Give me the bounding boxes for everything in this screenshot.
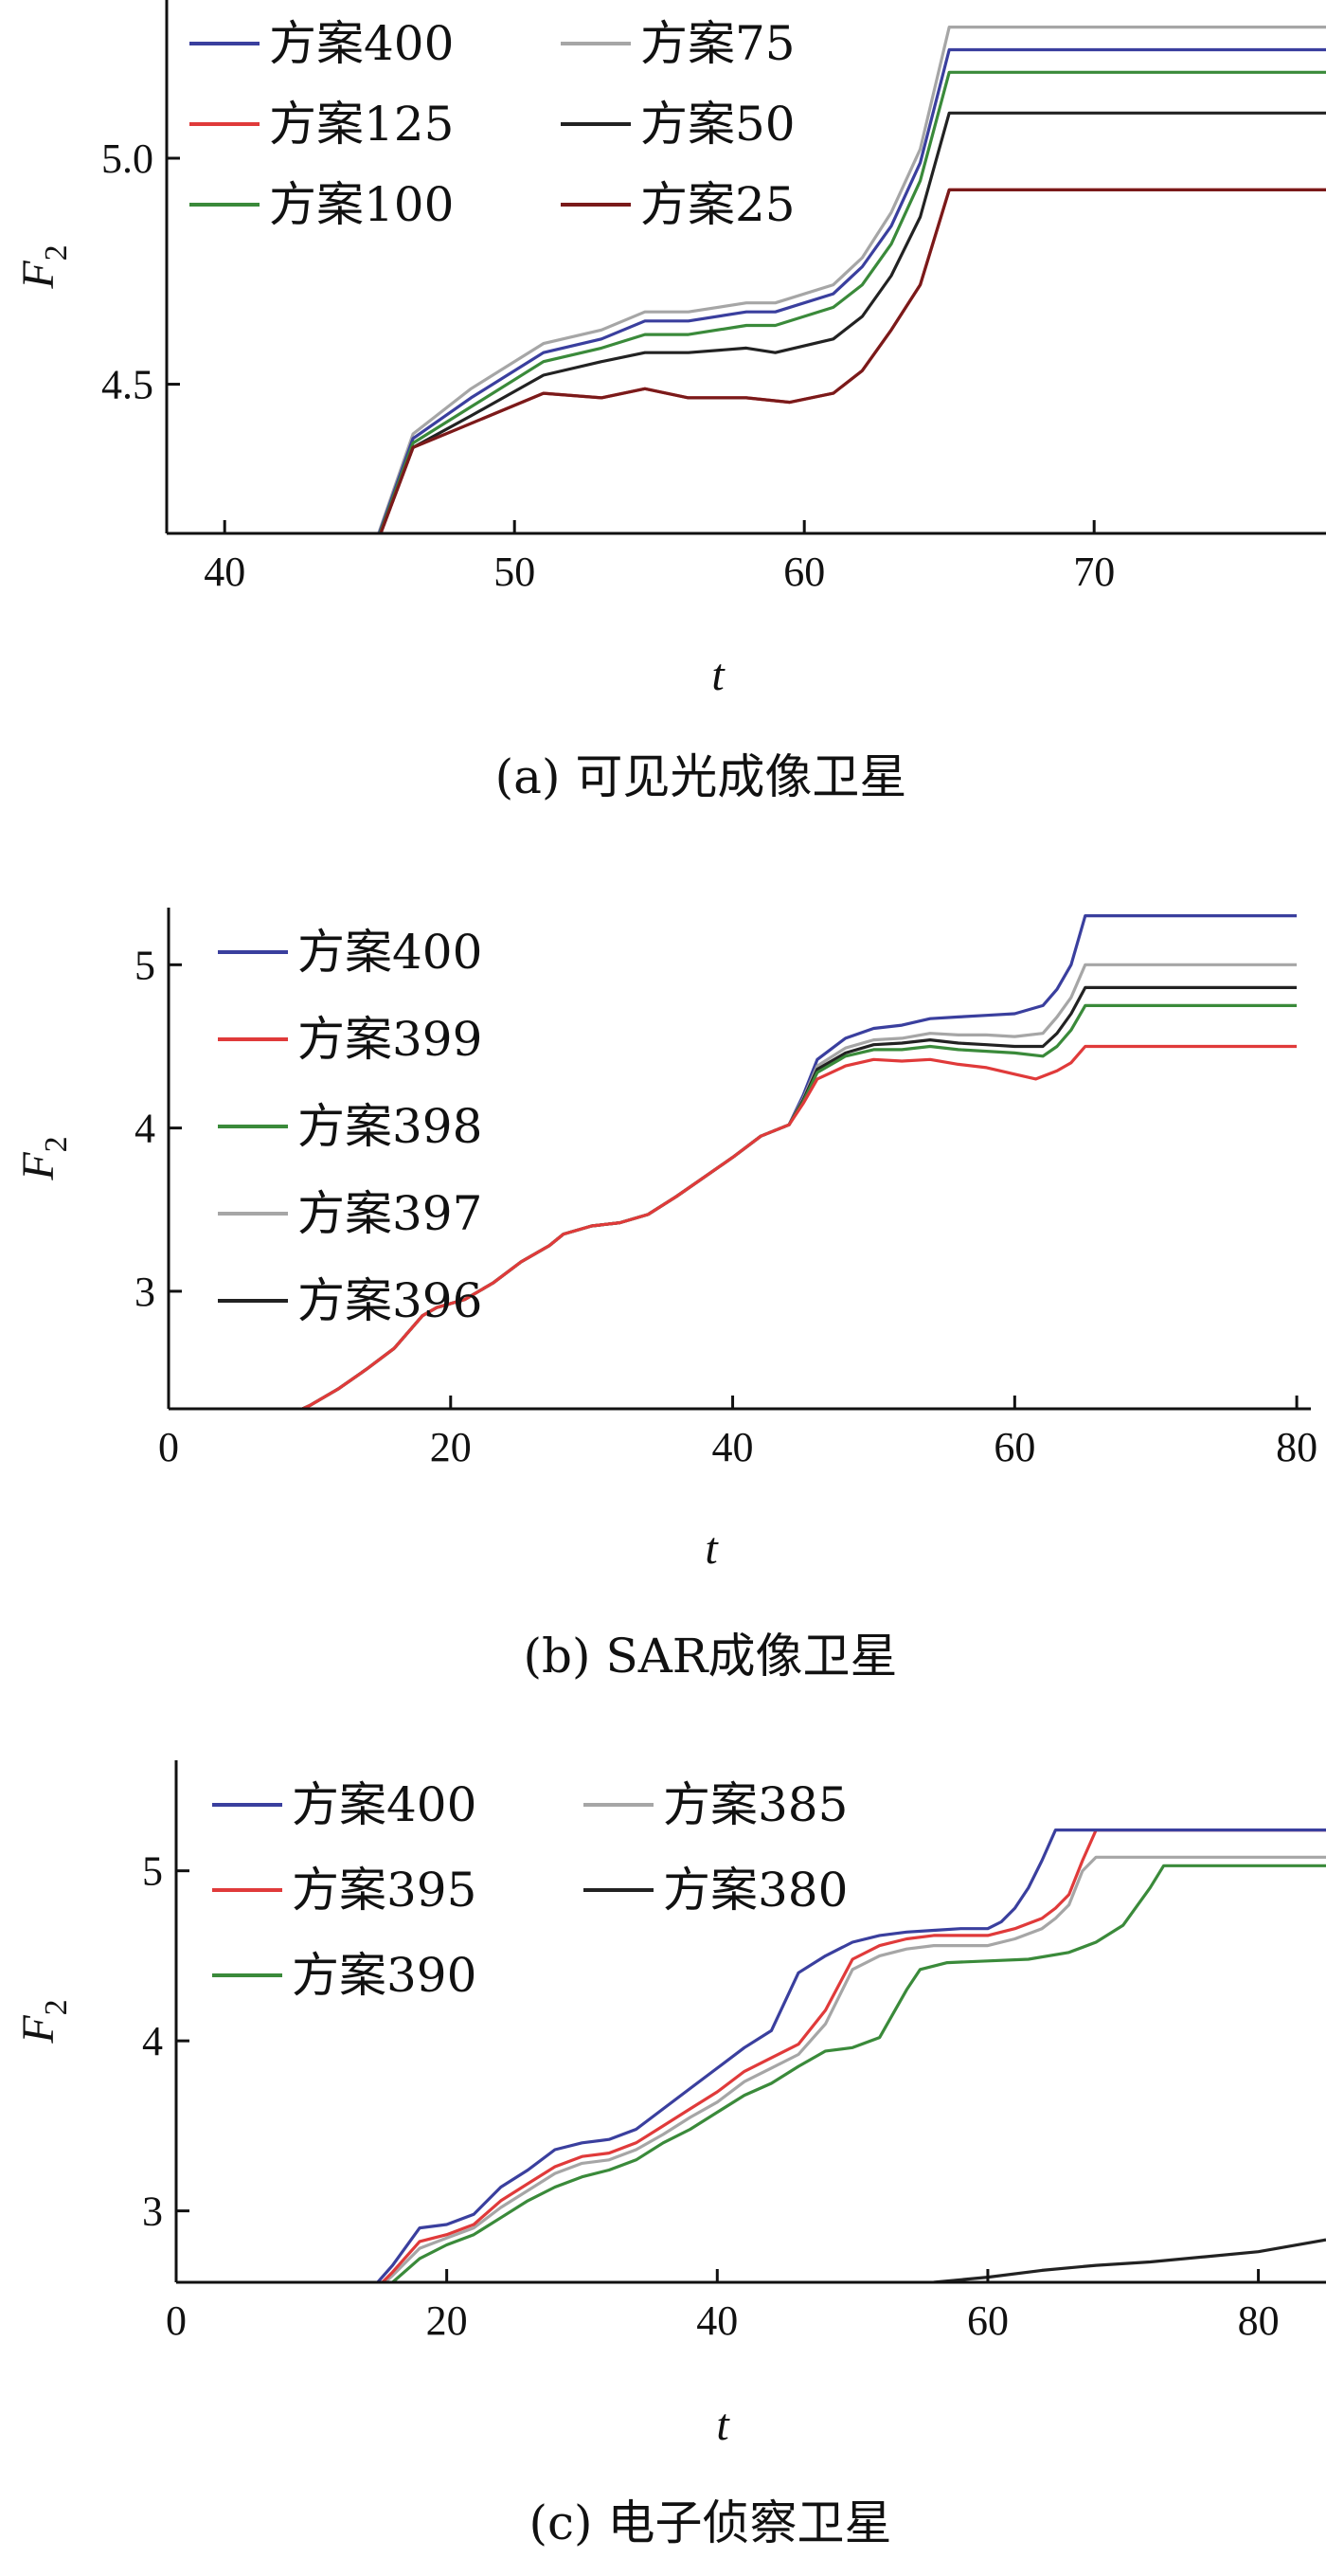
series-line-1-4 [379,111,1326,533]
series-line-3-2 [382,1855,1326,2282]
legend: 方案400 方案75 方案125 方案50 方案100 方案25 [189,16,796,232]
chart-3: 0 20 40 60 80 3 4 5 F2 t 方案400 方案385 方案395 方案380 方案390… [13,1760,1326,2550]
y-tick-label: 3 [134,1269,155,1315]
series-line-1-1 [377,26,1326,533]
series-line-3-1 [389,1864,1326,2282]
x-tick-label: 40 [696,2297,738,2344]
series-line-3-5 [375,1828,1326,2282]
series-group [377,26,1326,533]
y-tick-label: 3 [142,2189,163,2235]
series-line-1-2 [377,47,1326,533]
legend-label: 方案75 [640,16,796,71]
legend-label: 方案390 [292,1948,476,2003]
chart-1: 40 50 60 70 4.5 5.0 F2 t 方案400 方案75 方案125 方案50 方案100… [13,0,1326,804]
legend-label: 方案396 [297,1273,482,1328]
y-tick-label: 5 [134,942,155,988]
x-tick-label: 20 [426,2297,468,2344]
series-line-1-6 [379,188,1326,533]
legend-label: 方案125 [269,97,454,152]
chart-caption: (c) 电子侦察卫星 [529,2495,892,2550]
series-group [298,913,1298,1409]
legend-label: 方案395 [292,1863,476,1918]
y-tick-label: 5 [142,1848,163,1895]
series-line-2-1 [298,913,1298,1409]
legend: 方案400 方案385 方案395 方案380 方案390 [212,1777,848,2003]
y-tick-label: 4.5 [101,362,153,408]
legend-label: 方案400 [297,925,482,980]
x-tick-label: 40 [204,549,245,595]
chart-caption: (b) SAR成像卫星 [524,1629,898,1684]
x-tick-label: 20 [430,1424,472,1470]
series-line-3-3 [933,2238,1326,2282]
legend-label: 方案25 [640,177,796,232]
y-tick-label: 4 [142,2018,163,2064]
x-tick-label: 70 [1073,549,1115,595]
x-tick-label: 50 [493,549,535,595]
series-line-1-3 [378,70,1326,533]
x-tick-label: 0 [166,2297,187,2344]
x-axis-label: t [705,1523,719,1574]
legend-label: 方案100 [269,177,454,232]
chart-caption: (a) 可见光成像卫星 [495,749,907,804]
legend-label: 方案397 [297,1186,482,1241]
series-line-2-5 [298,1044,1298,1409]
x-axis-label: t [711,650,726,700]
x-tick-label: 80 [1238,2297,1280,2344]
x-tick-label: 40 [712,1424,754,1470]
series-group [375,1828,1326,2282]
legend-label: 方案50 [640,97,796,152]
legend-label: 方案398 [297,1099,482,1154]
legend-label: 方案400 [269,16,454,71]
y-tick-label: 5.0 [101,135,153,182]
legend: 方案400 方案399 方案398 方案397 方案396 [218,925,482,1328]
x-tick-label: 0 [158,1424,179,1470]
x-axis-label: t [716,2400,730,2450]
y-tick-label: 4 [134,1106,155,1152]
x-tick-label: 60 [967,2297,1009,2344]
y-axis-label: F2 [13,1136,74,1180]
chart-2: 0 20 40 60 80 3 4 5 F2 t 方案400 方案399 方案398 方案397 方案396… [13,908,1317,1684]
legend-label: 方案400 [292,1777,476,1832]
legend-label: 方案380 [663,1863,848,1918]
x-tick-label: 60 [994,1424,1035,1470]
series-line-3-4 [380,1828,1326,2282]
y-axis-label: F2 [13,1999,74,2044]
legend-label: 方案385 [663,1777,848,1832]
x-tick-label: 60 [783,549,825,595]
series-line-1-5 [379,188,1326,533]
x-tick-label: 80 [1276,1424,1317,1470]
y-axis-label: F2 [13,244,74,289]
legend-label: 方案399 [297,1012,482,1067]
